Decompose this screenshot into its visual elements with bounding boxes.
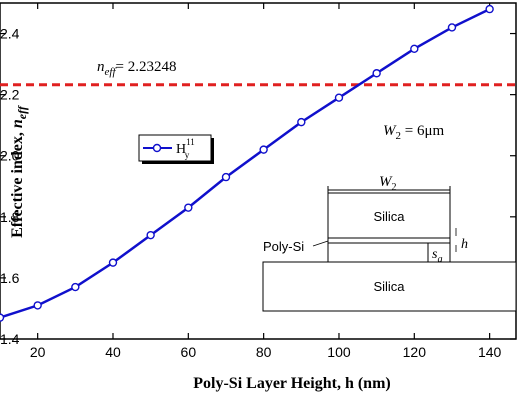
- data-point: [259, 145, 268, 154]
- legend: H11 y: [138, 134, 214, 164]
- width-annotation: W2 = 6μm: [383, 123, 445, 142]
- data-point: [485, 4, 494, 14]
- data-point: [447, 23, 457, 32]
- inset-top-silica-label: Silica: [373, 209, 405, 224]
- data-point: [410, 44, 419, 54]
- inset-poly-si-layer: [327, 237, 451, 244]
- y-tick-label: 2.2: [0, 87, 20, 103]
- data-point: [146, 230, 155, 240]
- x-tick-label: 140: [478, 344, 502, 360]
- y-tick-label: 2.4: [0, 26, 20, 42]
- data-point: [0, 313, 5, 322]
- y-tick-label: 1.8: [0, 209, 20, 225]
- plot-area-frame: [0, 2, 517, 340]
- y-tick-label: 1.6: [0, 270, 20, 286]
- x-tick-label: 100: [327, 344, 351, 360]
- legend-label: H11 y: [176, 137, 195, 160]
- y-axis-ticks: 1.4 1.6 1.8 2.0 2.2 2.4: [0, 26, 516, 347]
- data-point: [297, 117, 306, 127]
- series-line: [0, 7, 491, 319]
- data-point: [71, 282, 80, 292]
- inset-gap-label: sg: [432, 247, 442, 265]
- x-tick-label: 120: [403, 344, 427, 360]
- data-point: [33, 301, 42, 310]
- inset-bottom-silica: [262, 261, 517, 312]
- series-markers: [0, 4, 494, 322]
- inset-poly-si-pointer: [312, 240, 329, 247]
- inset-bottom-silica-label: Silica: [373, 279, 405, 294]
- data-point: [372, 69, 381, 78]
- x-axis-title: Poly-Si Layer Height, h (nm): [193, 375, 390, 392]
- inset-top-silica: [327, 192, 451, 239]
- data-point: [334, 93, 344, 102]
- data-point: [184, 203, 193, 212]
- waveguide-inset: W2 Silica sg h Poly-Si Silica: [262, 174, 517, 312]
- inset-poly-si-label: Poly-Si: [263, 239, 304, 254]
- data-point: [108, 258, 118, 267]
- inset-height-label: h: [461, 237, 468, 252]
- x-tick-label: 80: [256, 344, 272, 360]
- reference-line-label: neff= 2.23248: [97, 59, 176, 78]
- data-point: [221, 172, 231, 182]
- y-tick-label: 1.4: [0, 331, 20, 347]
- x-tick-label: 40: [105, 344, 121, 360]
- x-axis-ticks: 20 40 60 80 100 120 140: [30, 3, 502, 360]
- inset-width-label: W2: [379, 174, 397, 193]
- legend-marker: [152, 143, 162, 153]
- x-tick-label: 60: [181, 344, 197, 360]
- x-tick-label: 20: [30, 344, 46, 360]
- y-tick-label: 2.0: [0, 148, 20, 164]
- y-axis-title: Effective index, neff: [9, 105, 29, 238]
